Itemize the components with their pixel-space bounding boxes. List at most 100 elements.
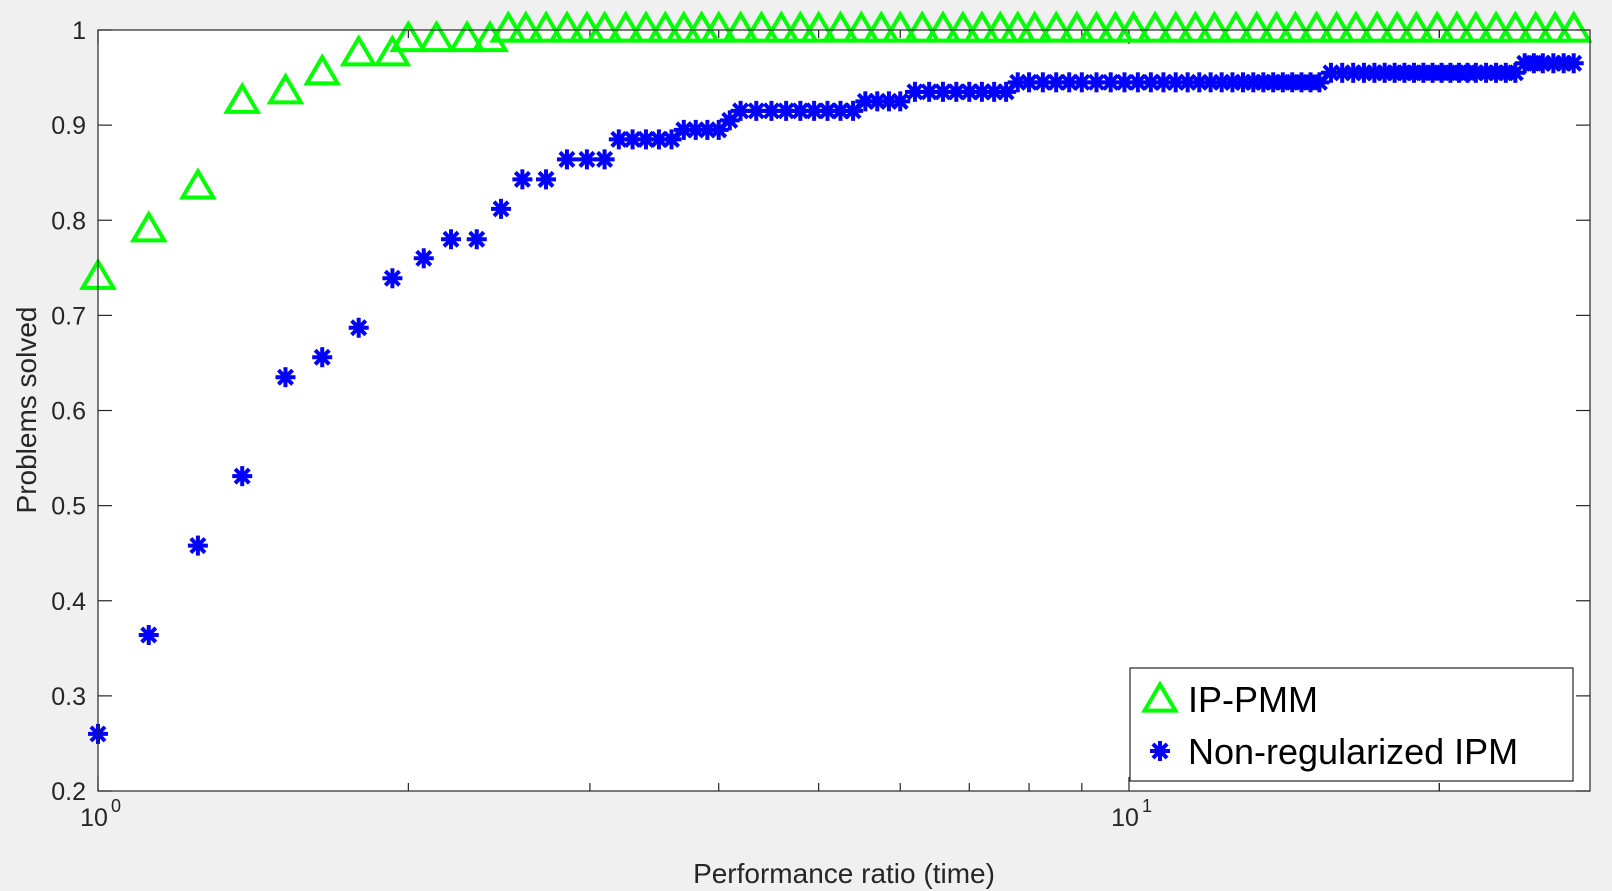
data-point [491,198,512,219]
data-point [1077,10,1116,43]
data-point [943,10,982,43]
x-tick-label: 10 [80,804,108,832]
series-non-regularized-ipm [88,53,1584,744]
y-tick-label: 0.9 [51,112,86,140]
data-point [512,169,533,190]
y-tick-label: 0.5 [51,493,86,521]
data-point [312,347,333,368]
series-ip-pmm [79,10,1593,290]
data-point [1477,10,1515,43]
data-point [1015,10,1054,43]
legend-box [1129,667,1574,782]
x-tick-label-exponent: 1 [1142,796,1152,816]
data-point [1358,10,1396,43]
data-point [389,19,428,53]
data-point [699,10,738,43]
data-point [536,169,557,190]
data-point [1037,10,1076,43]
data-point [890,91,911,112]
data-point [382,268,403,289]
data-point [903,10,942,43]
data-point [1536,10,1574,43]
y-tick-label: 1 [72,17,86,45]
data-point [1397,10,1436,43]
data-point [1057,10,1096,43]
data-point [275,367,296,388]
x-tick-label-exponent: 0 [111,796,121,816]
data-point [1418,10,1456,43]
data-point [1257,10,1296,43]
data-point [804,100,825,121]
y-tick-label: 0.8 [51,207,86,235]
data-point [881,10,920,43]
data-point [781,10,820,43]
data-point [862,10,901,43]
data-point [721,10,760,43]
data-point [646,10,685,43]
data-point [187,535,208,556]
data-point [1114,10,1153,43]
data-point [627,10,665,43]
plot-area [98,30,1590,791]
data-point [1195,10,1234,43]
data-point [1456,10,1495,43]
data-point [842,10,881,43]
legend: IP-PMM Non-regularized IPM [1129,667,1574,782]
data-point [1059,72,1080,93]
x-tick-label: 10 [1111,804,1139,832]
data-point [138,624,159,645]
y-tick-label: 0.7 [51,302,86,330]
data-point [585,10,624,43]
data-point [761,100,782,121]
data-point [1276,10,1315,43]
data-point [129,210,168,243]
data-point [664,10,703,43]
data-point [1516,10,1555,43]
data-point [790,100,811,121]
data-point [1046,72,1067,93]
data-point [1237,10,1276,43]
data-point [1496,10,1535,43]
data-point [556,149,577,170]
data-point [742,10,781,43]
data-point [924,10,962,43]
y-tick-label: 0.3 [51,683,86,711]
legend-triangle-marker [1141,680,1179,713]
data-point [1438,10,1476,43]
data-point [1563,53,1584,74]
legend-label-non-regularized-ipm: Non-regularized IPM [1188,731,1518,772]
data-point [1217,10,1255,43]
data-point [1136,10,1174,43]
data-point [448,19,486,53]
legend-marker-non-regularized-ipm [1150,741,1170,761]
data-point [1153,72,1174,93]
x-axis-label: Performance ratio (time) [693,858,995,889]
data-point [1317,10,1356,43]
data-point [506,10,545,43]
data-point [223,81,262,114]
data-point [417,19,456,53]
plot-frame [97,29,1591,792]
y-axis-label: Problems solved [11,307,42,514]
data-point [1156,10,1195,43]
data-point [1297,10,1336,43]
data-point [799,10,838,43]
data-point [594,149,615,170]
legend-marker-ip-pmm [1141,680,1179,713]
data-point [339,34,378,67]
data-point [1176,10,1215,43]
data-point [1096,10,1135,43]
data-point [606,10,645,43]
data-point [413,248,434,269]
y-tick-label: 0.2 [51,778,86,806]
y-tick-label: 0.4 [51,588,86,616]
data-point [963,10,1001,43]
legend-label-ip-pmm: IP-PMM [1188,679,1318,720]
data-point [1554,10,1593,43]
data-point [1127,72,1148,93]
data-point [1378,10,1417,43]
data-point [179,167,217,200]
data-point [527,10,565,43]
legend-asterisk-marker [1150,741,1170,761]
